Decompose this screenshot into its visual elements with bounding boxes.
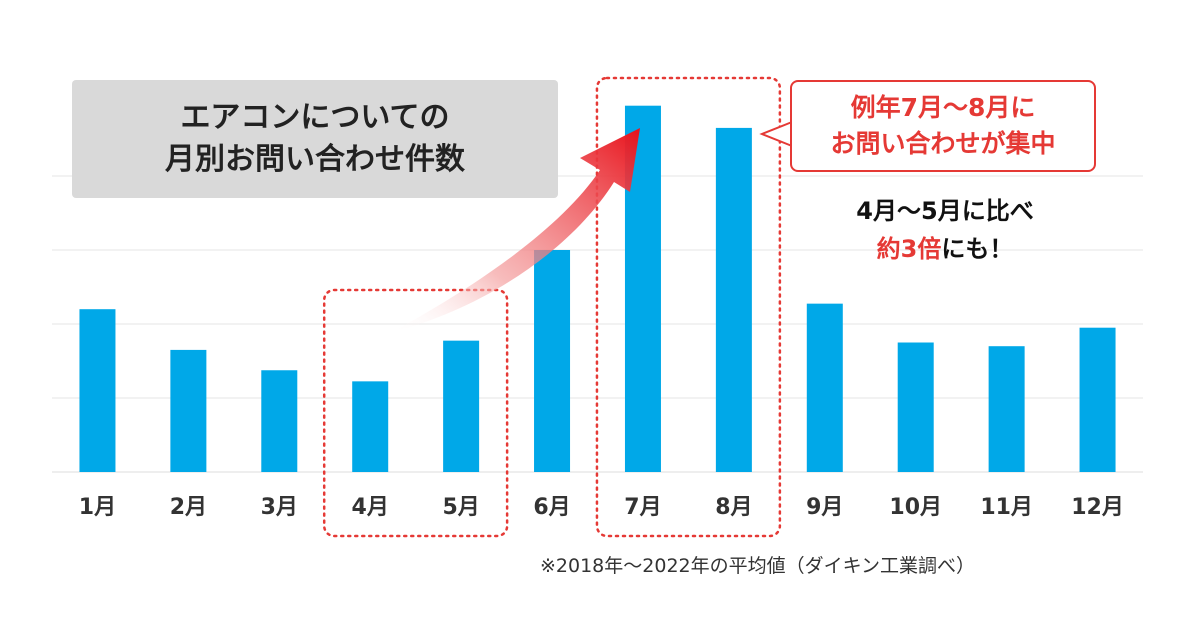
- chart-title-line2: 月別お問い合わせ件数: [165, 142, 465, 177]
- callout-pointer: [759, 121, 793, 147]
- bar-1: [79, 309, 116, 472]
- x-tick-label: 11月: [980, 495, 1033, 520]
- comparison-line2: 約3倍にも！: [770, 230, 1120, 268]
- peak-callout: 例年7月～8月に お問い合わせが集中: [790, 80, 1096, 172]
- source-footnote: ※2018年～2022年の平均値（ダイキン工業調べ）: [540, 555, 976, 577]
- x-tick-label: 9月: [806, 495, 843, 520]
- bar-5: [443, 340, 480, 472]
- bar-3: [261, 370, 298, 472]
- comparison-suffix: にも！: [941, 235, 1014, 263]
- x-tick-label: 3月: [261, 495, 298, 520]
- comparison-emphasis: 約3倍: [876, 235, 942, 263]
- bar-9: [806, 303, 843, 472]
- x-tick-label: 8月: [715, 495, 752, 520]
- x-tick-label: 5月: [442, 495, 479, 520]
- bar-12: [1079, 327, 1116, 472]
- x-tick-label: 6月: [533, 495, 570, 520]
- chart-title-line1: エアコンについての: [180, 100, 450, 135]
- callout-line2: お問い合わせが集中: [830, 129, 1056, 158]
- bar-6: [534, 250, 571, 472]
- x-tick-label: 12月: [1071, 495, 1124, 520]
- highlight-box-2: [595, 76, 782, 538]
- bar-8: [715, 127, 752, 473]
- callout-line1: 例年7月～8月に: [850, 93, 1036, 122]
- comparison-line1: 4月～5月に比べ: [856, 197, 1034, 225]
- bars: [79, 105, 1116, 473]
- x-tick-label: 2月: [170, 495, 207, 520]
- x-tick-label: 1月: [79, 495, 116, 520]
- chart-title-box: エアコンについての 月別お問い合わせ件数: [72, 80, 558, 198]
- x-tick-label: 4月: [352, 495, 389, 520]
- comparison-note: 4月～5月に比べ 約3倍にも！: [770, 192, 1120, 268]
- x-tick-label: 7月: [624, 495, 661, 520]
- bar-2: [170, 349, 207, 472]
- highlight-boxes: [322, 76, 782, 538]
- x-tick-label: 10月: [889, 495, 942, 520]
- bar-10: [897, 342, 934, 472]
- bar-4: [352, 381, 389, 472]
- bar-11: [988, 346, 1025, 472]
- x-tick-labels: 1月 2月 3月 4月 5月 6月 7月 8月 9月 10月 11月 12月: [79, 495, 1124, 520]
- trend-arrow: [392, 128, 640, 332]
